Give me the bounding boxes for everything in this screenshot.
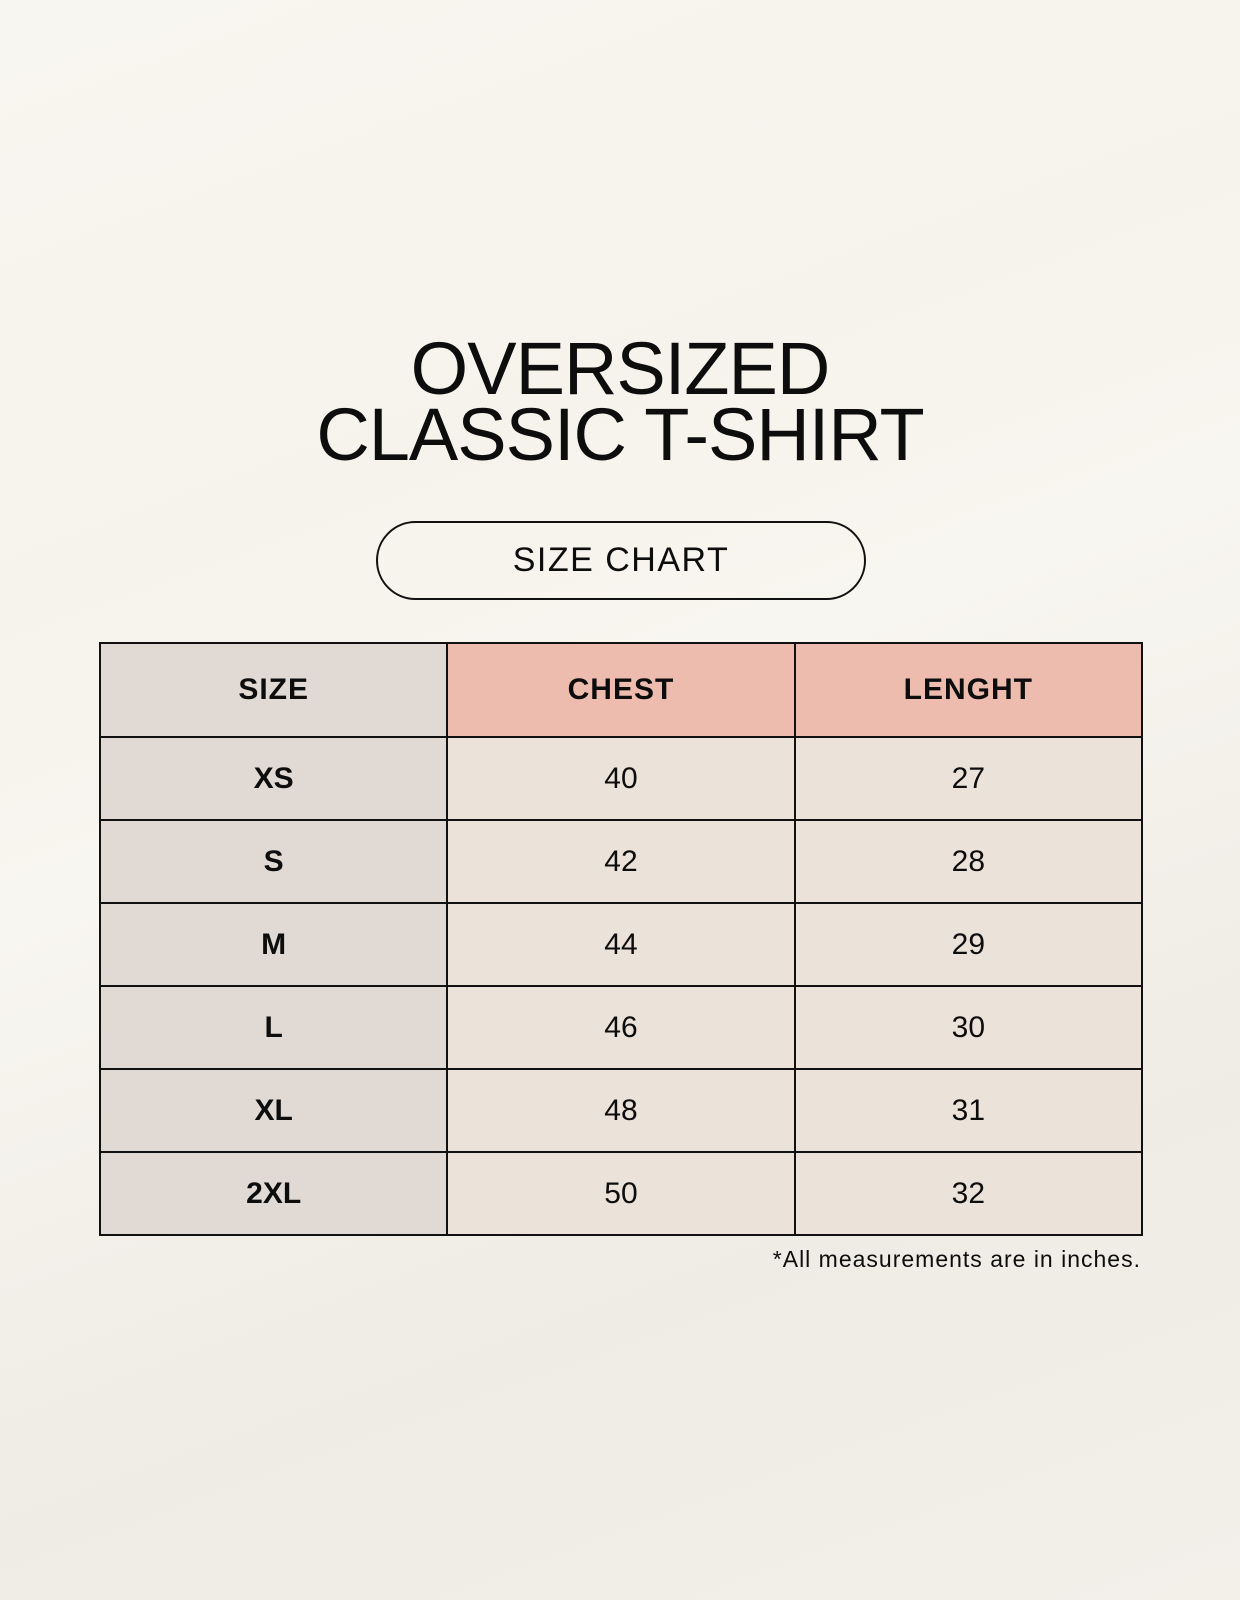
- table-row: 2XL 50 32: [98, 1151, 1144, 1236]
- size-chart-label: SIZE CHART: [376, 521, 866, 600]
- header-length: LENGHT: [793, 642, 1144, 738]
- table-row: XS 40 27: [98, 736, 1144, 821]
- header-size: SIZE: [98, 642, 449, 738]
- cell-length: 28: [793, 819, 1144, 904]
- title-line-1: OVERSIZED: [410, 327, 831, 410]
- table-row: L 46 30: [98, 985, 1144, 1070]
- cell-length: 32: [793, 1151, 1144, 1236]
- cell-length: 29: [793, 902, 1144, 987]
- cell-size: M: [98, 902, 449, 987]
- cell-length: 27: [793, 736, 1144, 821]
- cell-size: S: [98, 819, 449, 904]
- cell-chest: 46: [446, 985, 796, 1070]
- cell-chest: 48: [446, 1068, 796, 1153]
- cell-size: L: [98, 985, 449, 1070]
- cell-size: XS: [98, 736, 449, 821]
- cell-chest: 44: [446, 902, 796, 987]
- title-line-2: CLASSIC T-SHIRT: [316, 393, 924, 476]
- cell-chest: 40: [446, 736, 796, 821]
- cell-size: 2XL: [98, 1151, 449, 1236]
- table-row: XL 48 31: [98, 1068, 1144, 1153]
- size-table: SIZE CHEST LENGHT XS 40 27 S 42 28 M 44 29 L 46 30 X…: [98, 642, 1144, 1236]
- cell-chest: 50: [446, 1151, 796, 1236]
- measurement-note: *All measurements are in inches.: [772, 1246, 1141, 1272]
- table-header-row: SIZE CHEST LENGHT: [98, 642, 1144, 738]
- table-row: M 44 29: [98, 902, 1144, 987]
- cell-length: 30: [793, 985, 1144, 1070]
- page-title: OVERSIZED CLASSIC T-SHIRT: [0, 327, 1240, 476]
- header-chest: CHEST: [446, 642, 796, 738]
- cell-chest: 42: [446, 819, 796, 904]
- cell-length: 31: [793, 1068, 1144, 1153]
- cell-size: XL: [98, 1068, 449, 1153]
- table-row: S 42 28: [98, 819, 1144, 904]
